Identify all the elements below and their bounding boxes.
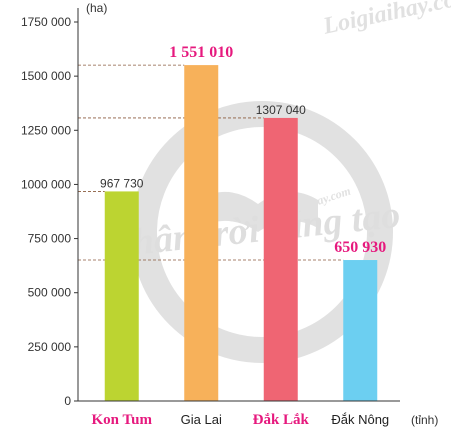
category-labels: Kon Tum Gia Lai Đắk Lắk Đắk Nông (92, 412, 390, 428)
watermark-site-text: Loigiaihay.com (320, 0, 451, 40)
y-tick-label: 500 000 (28, 286, 72, 300)
y-tick-label: 750 000 (28, 232, 72, 246)
bar (263, 117, 298, 401)
value-labels: 967 730 1 551 010 1307 040 650 930 (100, 44, 386, 256)
bar-value-label: 650 930 (334, 239, 386, 256)
y-tick-label: 1500 000 (21, 69, 71, 83)
y-axis-ticks: 0 250 000 500 000 750 000 1000 000 1250 000 15… (21, 15, 78, 408)
y-tick-label: 1750 000 (21, 15, 71, 29)
bar-value-label: 1 551 010 (169, 44, 233, 61)
bar-value-label: 1307 040 (256, 103, 306, 117)
bar (184, 65, 219, 401)
y-axis-unit: (ha) (86, 1, 107, 15)
x-category-label: Đắk Nông (331, 412, 389, 427)
bar (104, 191, 139, 401)
x-category-label: Gia Lai (181, 412, 222, 427)
bars (104, 65, 378, 401)
bar-value-label: 967 730 (100, 176, 144, 190)
watermark-circle (131, 101, 393, 363)
y-tick-label: 250 000 (28, 340, 72, 354)
y-tick-label: 0 (64, 394, 71, 408)
y-tick-label: 1000 000 (21, 177, 71, 191)
bar (343, 260, 378, 401)
x-category-label: Đắk Lắk (253, 412, 310, 428)
x-axis-unit: (tỉnh) (411, 413, 438, 427)
x-category-label: Kon Tum (92, 412, 153, 428)
y-tick-label: 1250 000 (21, 123, 71, 137)
